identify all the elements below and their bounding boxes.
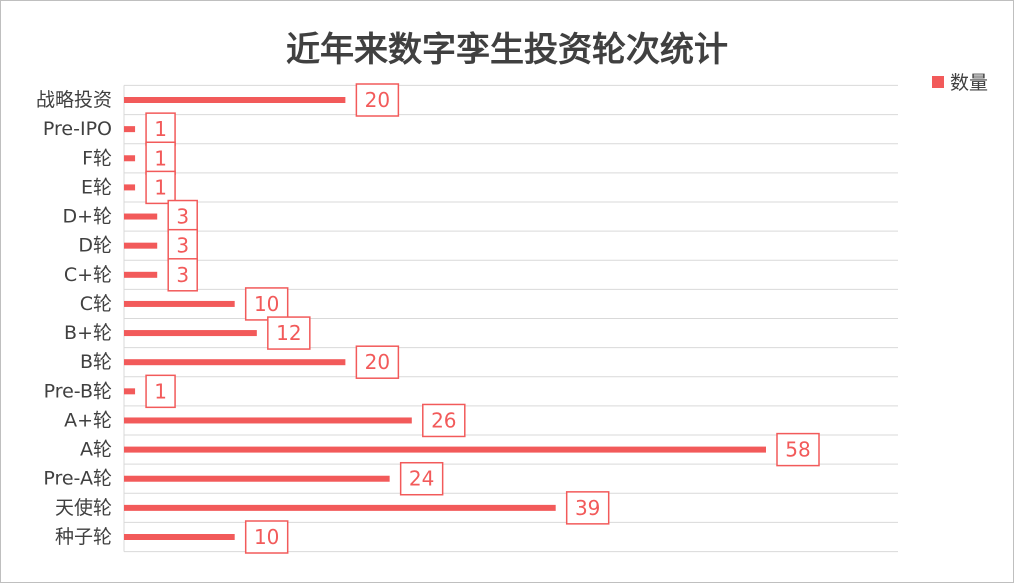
chart-title: 近年来数字孪生投资轮次统计	[286, 30, 728, 70]
bar	[124, 417, 412, 424]
category-label: C轮	[80, 293, 112, 315]
data-label-box	[565, 491, 610, 525]
category-label: Pre-A轮	[43, 468, 112, 490]
data-label: 10	[254, 525, 279, 549]
data-label: 3	[176, 234, 189, 258]
data-label-box	[145, 141, 176, 176]
category-label: A轮	[80, 439, 112, 461]
data-label-box	[244, 287, 289, 321]
data-label-box	[145, 112, 176, 146]
data-label: 1	[154, 117, 167, 141]
bar	[124, 475, 390, 482]
bar	[124, 242, 158, 249]
data-label: 3	[176, 205, 189, 229]
category-label: Pre-B轮	[44, 380, 112, 402]
bar	[124, 300, 235, 307]
legend: 数量	[932, 68, 988, 95]
bar	[124, 271, 158, 278]
category-label: B轮	[80, 351, 112, 373]
bar	[124, 359, 346, 366]
data-label: 3	[176, 263, 189, 287]
bar	[124, 97, 346, 103]
legend-swatch	[932, 75, 944, 88]
data-label: 26	[431, 408, 456, 432]
category-label: 天使轮	[55, 497, 112, 519]
legend-label: 数量	[950, 72, 989, 94]
category-label: 种子轮	[55, 526, 112, 548]
data-label: 58	[785, 438, 810, 462]
category-label: F轮	[82, 147, 112, 169]
data-label-box	[422, 403, 466, 438]
data-label-box	[145, 170, 176, 205]
data-label: 39	[575, 496, 600, 520]
category-label: A+轮	[64, 409, 112, 431]
data-label: 10	[254, 292, 279, 316]
category-label: C+轮	[64, 264, 112, 286]
data-label-box	[167, 228, 198, 263]
bar	[124, 330, 257, 337]
bar	[124, 213, 158, 220]
data-label-box	[145, 374, 176, 409]
category-label: B+轮	[64, 322, 112, 344]
bar	[124, 534, 235, 540]
data-label-box	[244, 520, 289, 554]
data-label: 20	[365, 350, 390, 374]
bar	[124, 155, 136, 162]
data-label: 1	[154, 146, 167, 170]
data-label: 20	[365, 88, 390, 112]
category-label: 战略投资	[36, 89, 112, 111]
data-label: 12	[276, 321, 301, 345]
data-label-box	[355, 83, 400, 117]
bar	[124, 126, 136, 133]
category-label: D轮	[78, 235, 112, 257]
data-label: 1	[154, 379, 167, 403]
data-label-box	[355, 345, 400, 379]
data-label-box	[399, 461, 444, 496]
bar	[124, 504, 556, 511]
data-label-box	[267, 316, 311, 350]
data-label-box	[776, 432, 820, 467]
bar	[124, 388, 136, 395]
category-label: Pre-IPO	[43, 118, 112, 140]
bar	[124, 446, 766, 453]
data-label: 24	[409, 467, 434, 491]
data-label-box	[167, 258, 198, 292]
category-label: E轮	[81, 176, 112, 198]
data-label: 1	[154, 175, 167, 199]
bar	[124, 184, 136, 191]
category-label: D+轮	[62, 206, 112, 228]
